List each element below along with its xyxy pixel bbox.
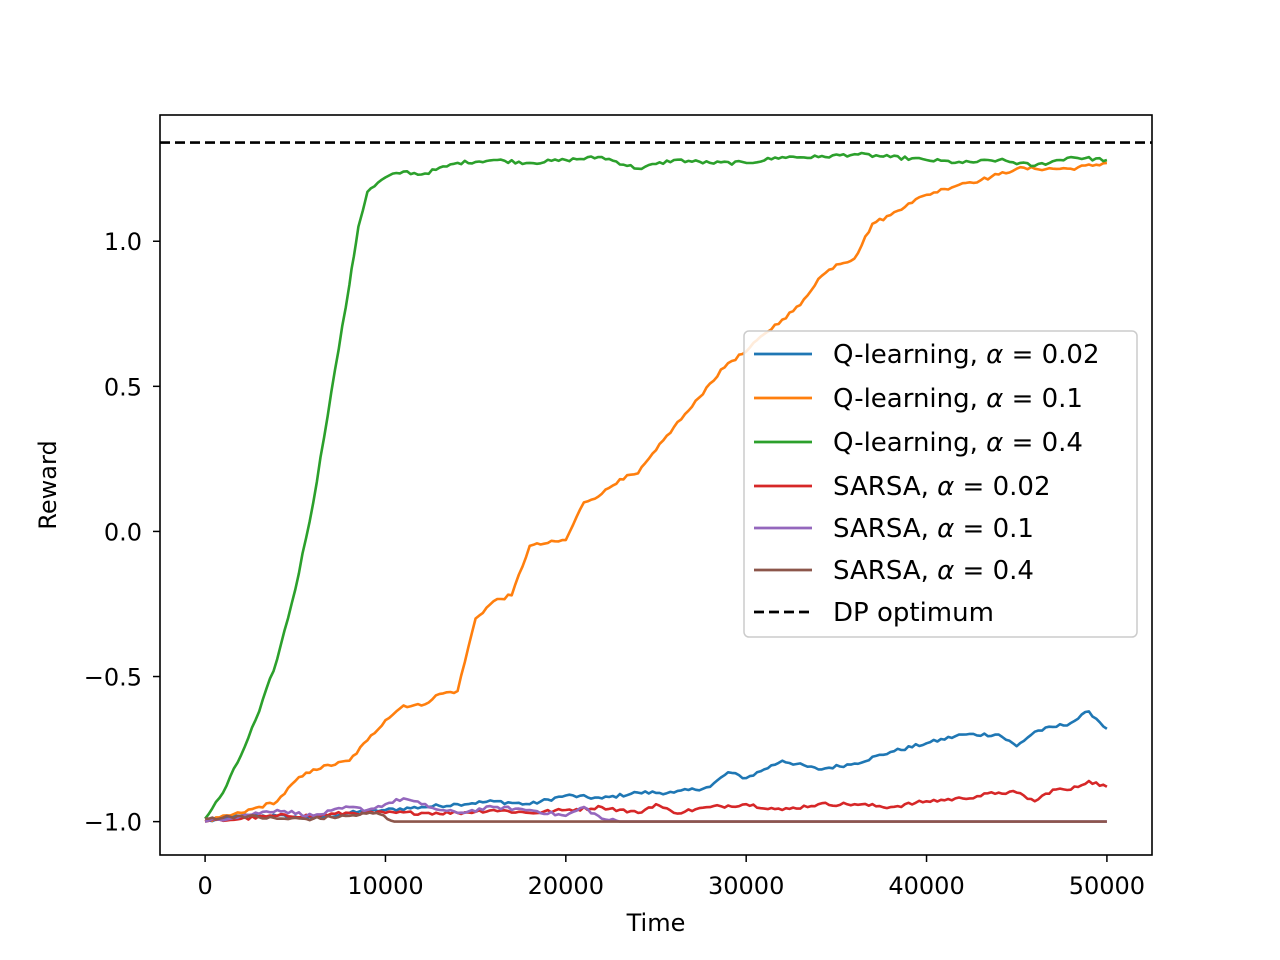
legend-label-0: Q-learning, α = 0.02 [833, 340, 1100, 370]
series-line-3 [204, 779, 1108, 823]
legend-label-3: SARSA, α = 0.02 [833, 472, 1051, 502]
x-axis: 0 10000 20000 30000 40000 50000 [197, 855, 1145, 900]
legend-label-5: SARSA, α = 0.4 [833, 556, 1034, 586]
series-line-1 [204, 161, 1108, 823]
y-axis: −1.0 −0.5 0.0 0.5 1.0 [84, 228, 160, 837]
x-tick-label: 50000 [1069, 872, 1145, 900]
legend-items: Q-learning, α = 0.02 Q-learning, α = 0.1 Q… [754, 340, 1100, 628]
legend-box [743, 330, 1138, 638]
x-tick-label: 20000 [528, 872, 604, 900]
series-line-0 [204, 710, 1108, 823]
y-axis-label: Reward [34, 440, 62, 529]
y-tick-label: 0.0 [104, 518, 142, 546]
x-tick-label: 0 [197, 872, 212, 900]
legend: Q-learning, α = 0.02 Q-learning, α = 0.1 Q… [743, 330, 1138, 638]
y-tick-label: 0.5 [104, 373, 142, 401]
y-tick-label: 1.0 [104, 228, 142, 256]
series-line-2 [204, 151, 1108, 820]
x-tick-label: 10000 [347, 872, 423, 900]
legend-label-1: Q-learning, α = 0.1 [833, 384, 1083, 414]
plot-area [160, 141, 1152, 823]
x-tick-label: 40000 [888, 872, 964, 900]
legend-label-4: SARSA, α = 0.1 [833, 514, 1034, 544]
y-tick-label: −0.5 [84, 664, 142, 692]
series-line-5 [205, 811, 1107, 823]
y-tick-label: −1.0 [84, 809, 142, 837]
legend-label-6: DP optimum [833, 598, 994, 628]
x-axis-label: Time [626, 909, 686, 937]
legend-label-2: Q-learning, α = 0.4 [833, 428, 1083, 458]
x-tick-label: 30000 [708, 872, 784, 900]
plot-frame [159, 114, 1153, 856]
